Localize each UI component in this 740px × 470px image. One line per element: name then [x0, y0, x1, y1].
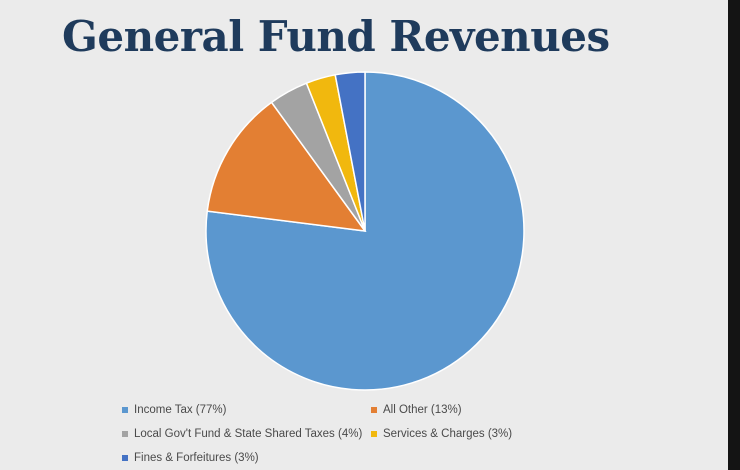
pie-chart — [205, 71, 525, 391]
legend-item-local-govt-fund: Local Gov't Fund & State Shared Taxes (4… — [122, 428, 362, 440]
legend-item-fines-forfeitures: Fines & Forfeitures (3%) — [122, 452, 259, 464]
window-edge — [728, 0, 740, 470]
legend-swatch-icon — [371, 407, 377, 413]
pie-slice-income-tax — [205, 71, 525, 391]
slide-title: General Fund Revenues — [62, 12, 610, 61]
legend-item-income-tax: Income Tax (77%) — [122, 404, 226, 416]
pie-slice-fines-forfeitures — [334, 71, 366, 232]
pie-slice-all-other — [206, 101, 367, 232]
legend-label: Local Gov't Fund & State Shared Taxes (4… — [134, 428, 363, 440]
legend-label: Income Tax (77%) — [134, 404, 227, 416]
legend-swatch-icon — [122, 455, 128, 461]
legend-item-all-other: All Other (13%) — [371, 404, 462, 416]
legend-label: Fines & Forfeitures (3%) — [134, 452, 259, 464]
legend-swatch-icon — [122, 407, 128, 413]
legend-item-services-charges: Services & Charges (3%) — [371, 428, 512, 440]
legend-label: Services & Charges (3%) — [383, 428, 513, 440]
legend-swatch-icon — [371, 431, 377, 437]
legend-label: All Other (13%) — [383, 404, 462, 416]
legend-swatch-icon — [122, 431, 128, 437]
